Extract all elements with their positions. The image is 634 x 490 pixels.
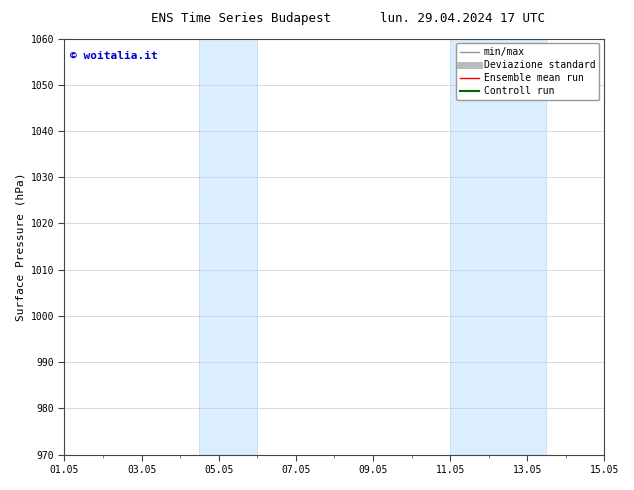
Y-axis label: Surface Pressure (hPa): Surface Pressure (hPa) (15, 172, 25, 321)
Bar (200, 39, 257, 455)
Legend: min/max, Deviazione standard, Ensemble mean run, Controll run: min/max, Deviazione standard, Ensemble m… (456, 44, 600, 100)
Text: lun. 29.04.2024 17 UTC: lun. 29.04.2024 17 UTC (380, 12, 545, 25)
Text: © woitalia.it: © woitalia.it (70, 51, 158, 61)
Bar (450, 39, 547, 455)
Text: ENS Time Series Budapest: ENS Time Series Budapest (151, 12, 331, 25)
